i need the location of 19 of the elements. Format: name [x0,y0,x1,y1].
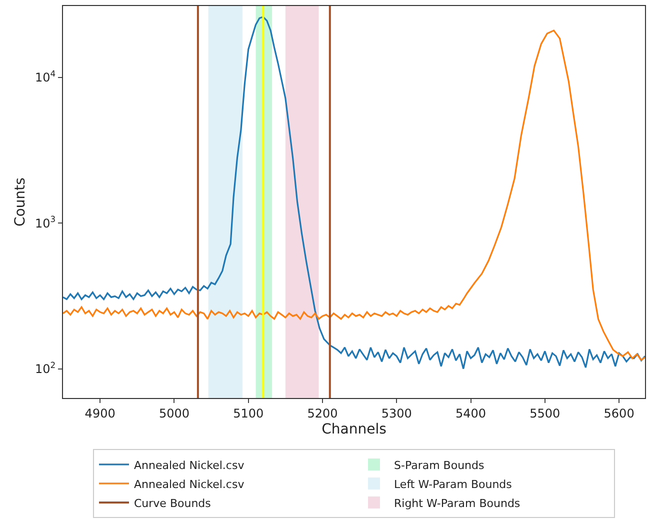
y-tick-label: 10$^{4}$ [34,68,56,85]
y-tick-label: 10$^{3}$ [34,214,56,230]
legend-label: Annealed Nickel.csv [134,458,245,472]
x-tick-label: 5500 [530,406,560,420]
x-tick-label: 4900 [84,406,116,420]
x-tick-label: 5000 [158,406,190,420]
y-axis-title: Counts [12,178,29,226]
legend-label: S-Param Bounds [394,458,485,472]
x-tick-label: 5400 [455,406,486,420]
x-tick-label: 5100 [233,406,264,420]
x-tick-label: 5200 [307,406,338,420]
legend-label: Annealed Nickel.csv [134,478,245,491]
x-tick-label: 5300 [381,406,412,420]
legend-label: Left W-Param Bounds [394,478,512,491]
y-tick-label: 10$^{2}$ [34,360,56,376]
x-tick-label: 5600 [604,406,634,420]
legend-label: Right W-Param Bounds [394,496,520,510]
legend-label: Curve Bounds [134,496,212,510]
x-axis-title: Channels [322,422,386,438]
